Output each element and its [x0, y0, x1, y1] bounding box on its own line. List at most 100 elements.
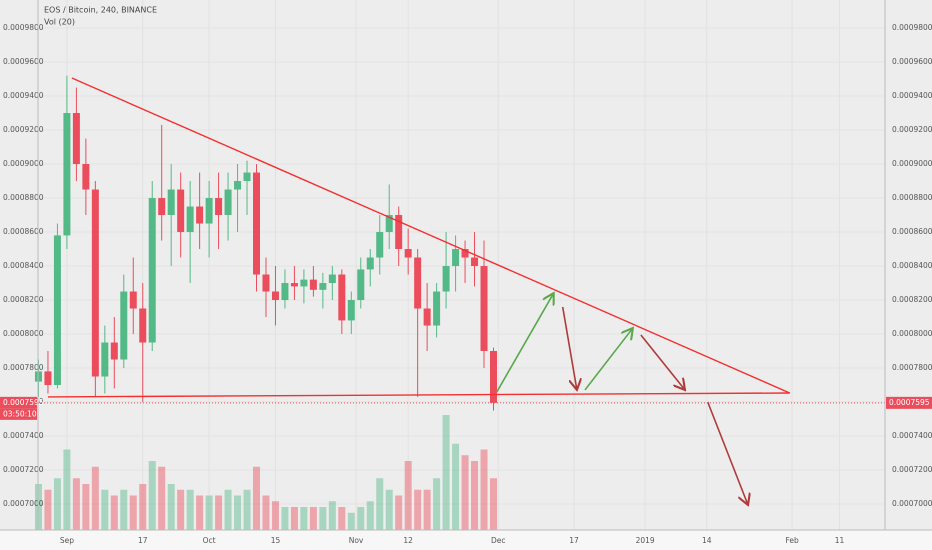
- y-tick-label-right: 0.0009200: [892, 125, 932, 134]
- volume-bar: [414, 489, 422, 530]
- volume-bar: [196, 495, 204, 530]
- candle-body: [82, 164, 90, 190]
- volume-bar: [423, 489, 431, 530]
- y-tick-label-right: 0.0008000: [892, 329, 932, 338]
- candle-body: [338, 274, 346, 321]
- x-tick-label: Oct: [203, 536, 216, 545]
- y-tick-label-right: 0.0007800: [892, 363, 932, 372]
- candle-body: [442, 266, 450, 292]
- volume-bar: [262, 495, 270, 530]
- volume-bar: [167, 484, 175, 530]
- candle-body: [423, 308, 431, 326]
- volume-bar: [471, 461, 479, 530]
- volume-bar: [309, 507, 317, 530]
- candle-body: [44, 371, 52, 386]
- y-tick-label-right: 0.0008400: [892, 261, 932, 270]
- chart-title: EOS / Bitcoin, 240, BINANCE: [44, 6, 157, 15]
- volume-bar: [243, 489, 251, 530]
- x-tick-label: Sep: [60, 536, 74, 545]
- candle-body: [414, 257, 422, 309]
- volume-bar: [385, 489, 393, 530]
- y-tick-label: 0.0007800: [3, 363, 44, 372]
- x-tick-label: 2019: [636, 536, 655, 545]
- y-tick-label: 0.0009800: [3, 23, 44, 32]
- candle-body: [215, 198, 223, 216]
- y-tick-label-right: 0.0009000: [892, 159, 932, 168]
- candle-body: [309, 279, 317, 290]
- volume-bar: [158, 466, 166, 530]
- candle-body: [72, 113, 80, 165]
- x-tick-label: 17: [569, 536, 579, 545]
- candle-body: [366, 257, 374, 270]
- x-tick-label: 17: [138, 536, 148, 545]
- y-tick-label: 0.0009400: [3, 91, 44, 100]
- x-tick-label: Feb: [785, 536, 799, 545]
- y-tick-label-right: 0.0008200: [892, 295, 932, 304]
- arrow: [640, 334, 685, 390]
- candle-body: [471, 257, 479, 267]
- y-tick-label-right: 0.0009600: [892, 57, 932, 66]
- candle-body: [120, 291, 128, 360]
- x-tick-label: 14: [702, 536, 712, 545]
- candle-body: [148, 198, 156, 343]
- volume-bar: [82, 484, 90, 530]
- x-tick-label: Dec: [491, 536, 506, 545]
- arrow: [496, 293, 554, 393]
- price-tag-label: 0.0007595: [3, 398, 44, 407]
- volume-bar: [177, 489, 185, 530]
- volume-bar: [452, 443, 460, 530]
- candle-body: [101, 342, 109, 377]
- volume-bar: [205, 495, 213, 530]
- y-tick-label-right: 0.0007400: [892, 431, 932, 440]
- volume-bar: [186, 489, 194, 530]
- countdown-label: 03:50:10: [3, 409, 37, 418]
- y-tick-label: 0.0008600: [3, 227, 44, 236]
- volume-bar: [120, 489, 128, 530]
- candle-body: [196, 206, 204, 224]
- volume-bar: [224, 489, 232, 530]
- volume-bar: [338, 507, 346, 530]
- arrow: [706, 401, 748, 505]
- candle-body: [205, 198, 213, 224]
- candle-body: [357, 269, 365, 301]
- y-tick-label-right: 0.0007200: [892, 465, 932, 474]
- candle-body: [452, 249, 460, 267]
- y-tick-label: 0.0008400: [3, 261, 44, 270]
- y-tick-label: 0.0009000: [3, 159, 44, 168]
- volume-bar: [347, 512, 355, 530]
- x-tick-label: 12: [403, 536, 413, 545]
- candle-body: [290, 283, 298, 287]
- candle-body: [395, 215, 403, 250]
- candle-body: [253, 172, 261, 275]
- y-tick-label: 0.0009200: [3, 125, 44, 134]
- candle-body: [404, 249, 412, 258]
- candle-body: [328, 274, 336, 284]
- candle-body: [177, 189, 185, 233]
- volume-bar: [44, 489, 52, 530]
- candle-body: [281, 283, 289, 301]
- volume-bar: [404, 461, 412, 530]
- y-tick-label-right: 0.0008600: [892, 227, 932, 236]
- y-tick-label: 0.0007000: [3, 499, 44, 508]
- candle-body: [53, 235, 61, 386]
- price-tag: [0, 396, 37, 409]
- volume-bar: [480, 449, 488, 530]
- x-tick-label: 15: [271, 536, 281, 545]
- y-tick-label-right: 0.0009800: [892, 23, 932, 32]
- candle-body: [489, 351, 497, 403]
- candle-body: [461, 249, 469, 258]
- volume-bar: [72, 478, 80, 530]
- volume-bar: [101, 489, 109, 530]
- volume-bar: [357, 507, 365, 530]
- countdown-tag: [0, 408, 37, 420]
- volume-bar: [271, 501, 279, 530]
- candle-body: [129, 291, 137, 309]
- candle-body: [167, 189, 175, 216]
- price-tag-right: [886, 396, 932, 409]
- candle-body: [243, 172, 251, 182]
- volume-bar: [300, 507, 308, 530]
- candle-body: [186, 206, 194, 233]
- candle-body: [139, 308, 147, 343]
- candle-body: [300, 279, 308, 287]
